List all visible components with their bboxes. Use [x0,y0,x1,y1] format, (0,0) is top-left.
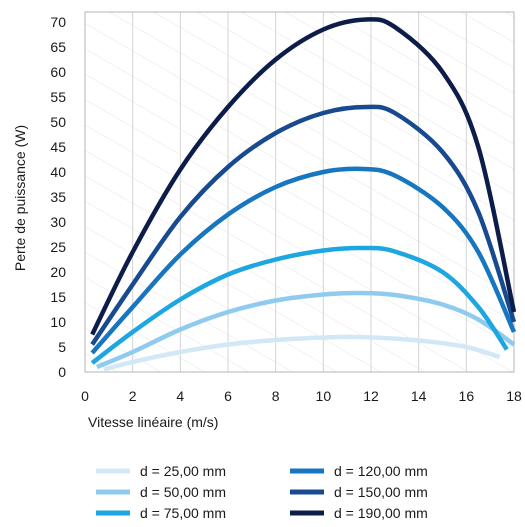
series-line-6 [90,17,517,336]
legend-label: d = 150,00 mm [334,484,428,500]
y-tick-label: 15 [50,289,66,305]
x-tick-label: 4 [176,388,184,404]
y-tick-label: 45 [50,139,66,155]
y-tick-label: 0 [58,364,66,380]
y-axis-title: Perte de puissance (W) [12,125,28,271]
x-axis-ticks: 0 2 4 6 8 10 12 14 16 18 [81,388,522,404]
x-tick-label: 0 [81,388,89,404]
legend-label: d = 120,00 mm [334,463,428,479]
y-tick-label: 20 [50,264,66,280]
y-tick-label: 30 [50,214,66,230]
series-lines [90,17,517,372]
y-tick-label: 60 [50,64,66,80]
y-tick-label: 10 [50,314,66,330]
y-tick-label: 5 [58,339,66,355]
legend: d = 25,00 mm d = 50,00 mm d = 75,00 mm d = … [96,463,428,521]
x-tick-label: 2 [129,388,137,404]
series-line-5 [90,104,517,346]
x-tick-label: 14 [411,388,427,404]
y-tick-label: 40 [50,164,66,180]
x-tick-label: 8 [272,388,280,404]
y-tick-label: 50 [50,114,66,130]
series-line-1 [103,334,501,372]
x-tick-label: 10 [316,388,332,404]
legend-label: d = 50,00 mm [140,484,226,500]
series-line-2 [96,290,516,370]
series-line-4 [90,166,517,355]
x-tick-label: 16 [459,388,475,404]
x-axis-title: Vitesse linéaire (m/s) [88,414,218,430]
x-tick-label: 18 [506,388,522,404]
y-tick-label: 25 [50,239,66,255]
y-tick-label: 65 [50,39,66,55]
y-tick-label: 35 [50,189,66,205]
x-tick-label: 6 [224,388,232,404]
x-tick-label: 12 [363,388,379,404]
legend-label: d = 190,00 mm [334,505,428,521]
series-line-3 [90,245,509,365]
legend-label: d = 75,00 mm [140,505,226,521]
y-axis-ticks: 0 5 10 15 20 25 30 35 40 45 50 55 60 65 70 [50,14,66,380]
plot-frame [84,11,515,373]
y-tick-label: 70 [50,14,66,30]
legend-label: d = 25,00 mm [140,463,226,479]
y-tick-label: 55 [50,89,66,105]
